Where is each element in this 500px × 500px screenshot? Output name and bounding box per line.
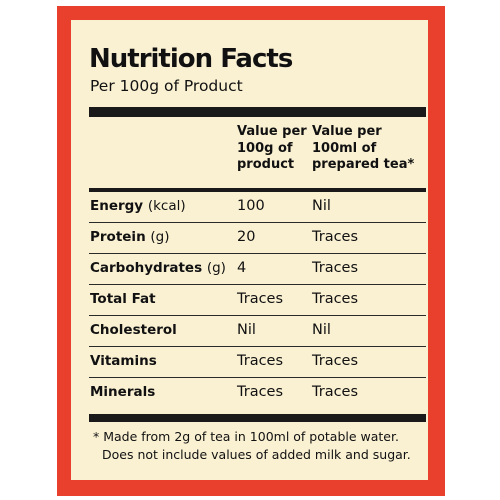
row-divider <box>89 284 426 285</box>
value-per-100ml: Traces <box>312 384 359 400</box>
label-frame: Nutrition Facts Per 100g of Product Valu… <box>57 6 445 496</box>
nutrient-row-protein: Protein (g) 20 Traces <box>89 223 426 254</box>
row-divider <box>89 315 426 316</box>
nutrient-row-carbohydrates: Carbohydrates (g) 4 Traces <box>89 254 426 285</box>
column-header-per-100ml: Value per 100ml of prepared tea* <box>312 124 414 174</box>
nutrient-row-minerals: Minerals Traces Traces <box>89 378 426 409</box>
nutrient-unit: (kcal) <box>147 198 186 214</box>
nutrient-name: Protein (g) <box>90 229 170 245</box>
nutrient-name: Carbohydrates (g) <box>90 260 226 276</box>
nutrient-row-cholesterol: Cholesterol Nil Nil <box>89 316 426 347</box>
column-header-line: prepared tea* <box>312 157 415 172</box>
column-header-line: 100g of <box>237 140 293 156</box>
nutrient-row-energy: Energy (kcal) 100 Nil <box>89 192 426 223</box>
column-header-line: Value per <box>312 124 382 139</box>
nutrient-unit: (g) <box>206 260 226 276</box>
header-rule <box>89 188 426 192</box>
column-header-per-100g: Value per 100g of product <box>237 124 307 174</box>
nutrient-name: Total Fat <box>90 291 156 307</box>
footnote: * Made from 2g of tea in 100ml of potabl… <box>93 428 411 464</box>
nutrition-panel: Nutrition Facts Per 100g of Product Valu… <box>71 20 428 480</box>
row-divider <box>89 253 426 254</box>
row-divider <box>89 346 426 347</box>
value-per-100ml: Traces <box>312 229 359 245</box>
column-header-line: Value per <box>237 124 307 139</box>
bottom-thick-rule <box>89 414 426 422</box>
footnote-line: * Made from 2g of tea in 100ml of potabl… <box>93 429 399 444</box>
nutrient-name: Minerals <box>90 384 156 400</box>
top-thick-rule <box>89 107 426 117</box>
value-per-100g: 100 <box>237 198 265 214</box>
nutrition-title: Nutrition Facts <box>89 44 293 74</box>
nutrient-row-total-fat: Total Fat Traces Traces <box>89 285 426 316</box>
value-per-100g: Traces <box>237 291 284 307</box>
column-header-line: 100ml of <box>312 140 377 156</box>
value-per-100g: 20 <box>237 229 256 245</box>
value-per-100g: Traces <box>237 384 284 400</box>
nutrient-name: Energy (kcal) <box>90 198 186 214</box>
value-per-100g: 4 <box>237 260 247 276</box>
nutrient-name: Vitamins <box>90 353 157 369</box>
value-per-100ml: Traces <box>312 291 359 307</box>
value-per-100ml: Nil <box>312 322 331 338</box>
nutrition-subtitle: Per 100g of Product <box>90 77 243 95</box>
footnote-line: Does not include values of added milk an… <box>102 447 411 462</box>
column-header-line: product <box>237 157 295 172</box>
nutrient-row-vitamins: Vitamins Traces Traces <box>89 347 426 378</box>
value-per-100ml: Traces <box>312 353 359 369</box>
row-divider <box>89 222 426 223</box>
value-per-100g: Traces <box>237 353 284 369</box>
value-per-100g: Nil <box>237 322 256 338</box>
row-divider <box>89 377 426 378</box>
nutrient-unit: (g) <box>150 229 170 245</box>
nutrient-name: Cholesterol <box>90 322 177 338</box>
value-per-100ml: Traces <box>312 260 359 276</box>
value-per-100ml: Nil <box>312 198 331 214</box>
